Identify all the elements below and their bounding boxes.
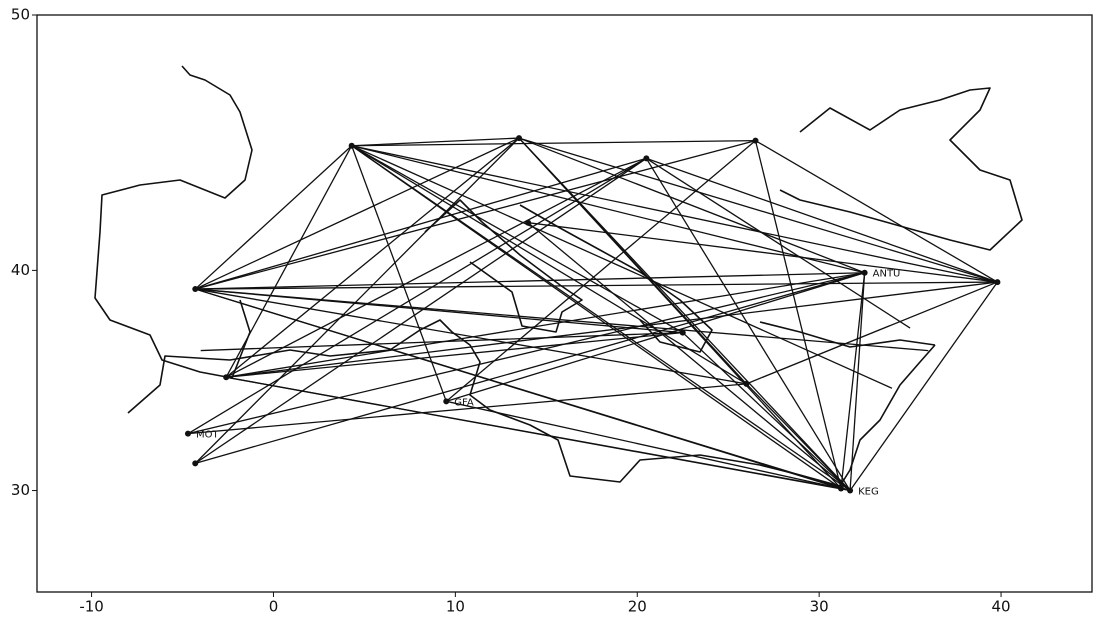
route bbox=[195, 288, 747, 385]
x-tick-label: 30 bbox=[810, 598, 829, 616]
station bbox=[443, 398, 450, 405]
station-label: GFA bbox=[454, 397, 474, 408]
station bbox=[743, 380, 750, 387]
route bbox=[351, 145, 893, 389]
route bbox=[194, 145, 353, 290]
route bbox=[225, 137, 520, 378]
route bbox=[755, 140, 998, 283]
route bbox=[194, 137, 520, 290]
route bbox=[646, 157, 911, 329]
station bbox=[994, 279, 1001, 286]
route bbox=[195, 157, 647, 290]
station bbox=[223, 374, 230, 381]
route bbox=[527, 222, 851, 492]
route bbox=[646, 157, 998, 283]
x-tick-label: 0 bbox=[269, 598, 279, 616]
route bbox=[446, 272, 865, 402]
route bbox=[518, 137, 865, 274]
route bbox=[518, 137, 842, 489]
route bbox=[351, 145, 842, 490]
station bbox=[525, 219, 532, 226]
route bbox=[351, 145, 998, 283]
route bbox=[754, 140, 842, 489]
station bbox=[184, 430, 191, 437]
route bbox=[225, 145, 353, 378]
station-label: KEG bbox=[858, 487, 879, 498]
coast-africa bbox=[127, 319, 936, 487]
route bbox=[187, 383, 747, 435]
plot-frame bbox=[36, 14, 1093, 593]
station bbox=[192, 286, 199, 293]
station bbox=[837, 485, 844, 492]
route bbox=[194, 157, 647, 464]
route bbox=[446, 400, 851, 492]
route bbox=[351, 145, 865, 274]
route bbox=[200, 331, 683, 352]
y-tick-label: 50 bbox=[11, 6, 30, 24]
station bbox=[679, 329, 686, 336]
station bbox=[643, 155, 650, 162]
station bbox=[861, 269, 868, 276]
x-tick-label: 40 bbox=[992, 598, 1011, 616]
route bbox=[226, 281, 998, 378]
route bbox=[351, 139, 756, 147]
route bbox=[849, 281, 998, 491]
route bbox=[226, 331, 683, 378]
route bbox=[351, 145, 684, 334]
route bbox=[187, 157, 647, 435]
route bbox=[195, 272, 865, 464]
station-label: ANTU bbox=[873, 269, 901, 280]
station bbox=[752, 137, 759, 144]
route bbox=[351, 137, 520, 147]
route bbox=[225, 157, 647, 378]
route bbox=[645, 158, 851, 491]
route bbox=[840, 272, 866, 489]
route bbox=[445, 140, 756, 402]
route bbox=[351, 145, 747, 385]
coast-iberia bbox=[94, 65, 253, 379]
x-tick-label: 20 bbox=[628, 598, 647, 616]
route bbox=[195, 288, 842, 490]
route bbox=[195, 288, 929, 352]
x-tick-label: -10 bbox=[79, 598, 104, 616]
y-tick-label: 30 bbox=[11, 481, 30, 499]
route bbox=[682, 332, 851, 492]
station bbox=[516, 135, 523, 142]
x-tick-label: 10 bbox=[446, 598, 465, 616]
coast-balkans bbox=[519, 204, 713, 353]
station bbox=[192, 460, 199, 467]
station bbox=[348, 142, 355, 149]
route bbox=[187, 272, 865, 435]
station-label: MOT bbox=[196, 430, 219, 441]
coast-anatolia bbox=[759, 321, 936, 348]
route bbox=[194, 137, 520, 464]
route bbox=[849, 272, 866, 491]
coast-black-sea bbox=[779, 87, 1023, 251]
y-tick-label: 40 bbox=[11, 261, 30, 279]
route bbox=[195, 272, 865, 290]
route bbox=[518, 137, 998, 283]
route bbox=[745, 383, 851, 491]
route bbox=[746, 281, 998, 385]
station bbox=[847, 487, 854, 494]
route bbox=[226, 272, 865, 378]
route bbox=[226, 376, 842, 490]
route bbox=[351, 145, 447, 402]
